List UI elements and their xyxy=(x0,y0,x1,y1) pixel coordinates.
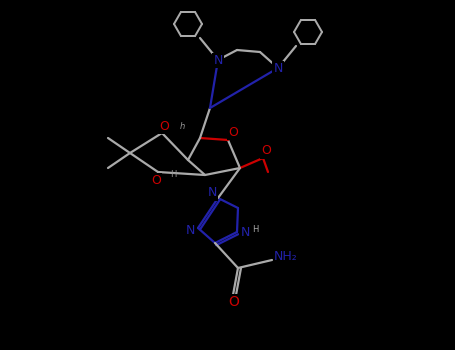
Text: h: h xyxy=(180,122,185,131)
Text: H: H xyxy=(252,225,258,234)
Text: O: O xyxy=(228,126,238,139)
Text: N: N xyxy=(213,54,222,66)
Text: O: O xyxy=(159,119,169,133)
Text: N: N xyxy=(185,224,195,237)
Text: N: N xyxy=(207,187,217,199)
Text: NH₂: NH₂ xyxy=(274,251,298,264)
Text: O: O xyxy=(151,174,161,187)
Text: N: N xyxy=(240,225,250,238)
Text: N: N xyxy=(273,62,283,75)
Text: O: O xyxy=(261,145,271,158)
Text: O: O xyxy=(228,295,239,309)
Text: H: H xyxy=(170,170,177,179)
